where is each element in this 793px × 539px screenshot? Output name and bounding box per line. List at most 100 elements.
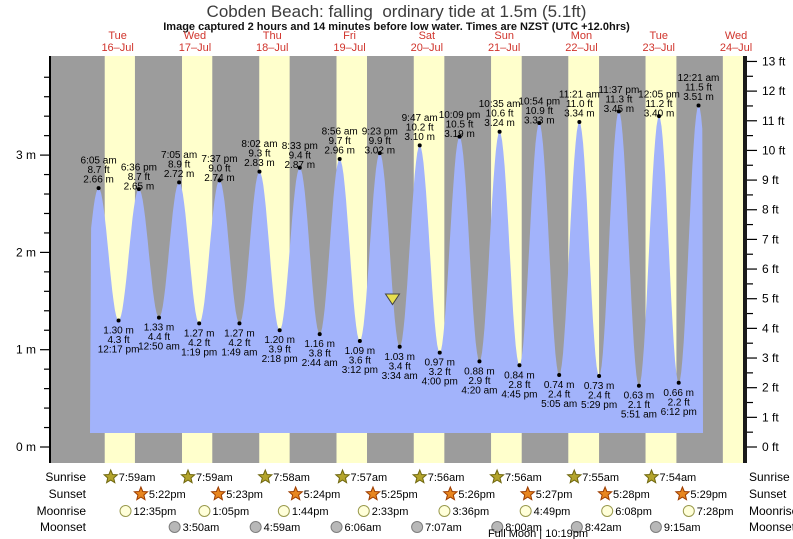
meter-axis-tick	[44, 212, 50, 215]
sunrise-icon	[489, 468, 505, 484]
sunset-row-label-left: Sunset	[49, 487, 87, 501]
moonrise-icon	[519, 505, 532, 517]
moonset-time: 9:15am	[664, 522, 701, 534]
moonset-time: 7:07am	[425, 522, 462, 534]
sunrise-row-label-left: Sunrise	[45, 470, 86, 484]
tide-extreme-dot	[437, 350, 442, 355]
meter-axis-tick	[44, 115, 50, 117]
low-tide-time: 3:34 am	[382, 371, 418, 382]
moonset-time: 8:00am	[505, 522, 542, 534]
left-axis-line	[49, 56, 51, 463]
feet-axis-label: 2 ft	[762, 381, 779, 395]
moonrise-icon	[601, 505, 614, 517]
feet-axis-tick	[747, 223, 753, 226]
high-tide-time: 12:05 pm	[638, 90, 680, 101]
low-tide-feet: 4.3 ft	[107, 335, 129, 346]
low-tide-feet: 3.6 ft	[349, 355, 371, 366]
sunrise-icon	[334, 468, 351, 484]
low-tide-time: 1:19 pm	[181, 347, 217, 358]
tide-extreme-dot	[616, 109, 621, 114]
tide-extreme-dot	[96, 186, 101, 191]
tide-extreme-dot	[657, 114, 662, 119]
moonrise-time: 3:36pm	[452, 506, 489, 518]
high-tide-time: 8:33 pm	[282, 141, 318, 152]
meter-axis-tick	[44, 76, 50, 78]
tide-extreme-dot	[696, 103, 701, 108]
meter-axis-label: 1 m	[16, 343, 36, 357]
moonrise-time: 1:44pm	[292, 506, 329, 518]
day-label-weekday: Thu	[263, 30, 282, 42]
meter-axis-tick	[44, 329, 50, 331]
high-tide-time: 10:09 pm	[439, 110, 481, 121]
high-tide-meters: 3.19 m	[444, 129, 475, 140]
meter-axis-tick	[40, 349, 50, 351]
feet-axis-tick	[747, 60, 757, 63]
meter-axis-tick	[44, 173, 50, 176]
low-tide-time: 5:29 pm	[581, 400, 617, 411]
tide-extreme-dot	[297, 165, 302, 170]
moonrise-icon	[119, 505, 132, 517]
feet-axis-label: 1 ft	[762, 410, 779, 424]
moonset-row-label-left: Moonset	[40, 520, 87, 534]
feet-axis-tick	[747, 90, 757, 92]
sunset-icon	[287, 485, 304, 501]
moonset-icon	[570, 521, 583, 533]
day-label-date: 16–Jul	[101, 42, 133, 54]
low-tide-meters: 1.09 m	[345, 346, 376, 357]
sunrise-row-label-right: Sunrise	[749, 470, 790, 484]
feet-axis-label: 13 ft	[762, 54, 786, 68]
high-tide-time: 10:35 am	[479, 99, 521, 110]
high-tide-meters: 3.33 m	[524, 115, 555, 126]
low-tide-time: 4:20 am	[461, 385, 497, 396]
high-tide-feet: 10.6 ft	[486, 109, 514, 120]
feet-axis-tick	[747, 387, 757, 389]
meter-axis-label: 3 m	[16, 148, 36, 162]
high-tide-meters: 3.02 m	[364, 146, 395, 157]
tide-extreme-dot	[517, 363, 522, 368]
low-tide-feet: 4.2 ft	[188, 338, 210, 349]
feet-axis-tick	[747, 194, 753, 196]
day-label-date: 24–Jul	[720, 42, 752, 54]
meter-axis-tick	[44, 310, 50, 312]
day-label-date: 17–Jul	[179, 42, 211, 54]
sunrise-time: 7:56am	[505, 472, 542, 484]
high-tide-meters: 2.72 m	[164, 169, 195, 180]
meter-axis-tick	[44, 232, 50, 234]
day-label-date: 18–Jul	[256, 42, 288, 54]
meter-axis-tick	[44, 96, 50, 98]
low-tide-meters: 1.30 m	[103, 326, 134, 337]
high-tide-feet: 11.0 ft	[566, 99, 593, 110]
moonset-icon	[249, 521, 262, 533]
day-label-weekday: Fri	[343, 30, 356, 42]
sunset-time: 5:24pm	[304, 489, 341, 501]
low-tide-meters: 1.27 m	[184, 328, 215, 339]
sunset-time: 5:26pm	[458, 489, 495, 501]
moonset-row-label-right: Moonset	[749, 520, 793, 534]
low-tide-time: 5:05 am	[541, 399, 577, 410]
moonset-icon	[168, 521, 181, 533]
feet-axis-label: 11 ft	[762, 114, 785, 128]
feet-axis-tick	[747, 105, 753, 107]
feet-axis-label: 7 ft	[762, 232, 779, 246]
tide-curve	[90, 105, 703, 433]
feet-axis-label: 5 ft	[762, 292, 779, 306]
day-label-date: 22–Jul	[565, 42, 597, 54]
low-tide-meters: 1.27 m	[224, 328, 255, 339]
high-tide-meters: 2.83 m	[244, 158, 275, 169]
tide-extreme-dot	[557, 372, 562, 377]
low-tide-time: 6:12 pm	[661, 407, 697, 418]
tide-extreme-dot	[636, 383, 641, 388]
moonset-time: 4:59am	[264, 522, 301, 534]
high-tide-meters: 3.45 m	[604, 104, 635, 115]
feet-axis-label: 6 ft	[762, 262, 779, 276]
day-label-weekday: Mon	[571, 30, 592, 42]
sunset-time: 5:28pm	[613, 489, 650, 501]
feet-axis-tick	[747, 75, 753, 77]
feet-axis-label: 4 ft	[762, 321, 779, 335]
feet-axis-tick	[747, 283, 753, 285]
tide-extreme-dot	[156, 315, 161, 320]
day-label-date: 21–Jul	[488, 42, 520, 54]
tide-extreme-dot	[317, 332, 322, 337]
high-tide-time: 10:54 pm	[518, 96, 560, 107]
high-tide-feet: 8.7 ft	[87, 165, 109, 176]
